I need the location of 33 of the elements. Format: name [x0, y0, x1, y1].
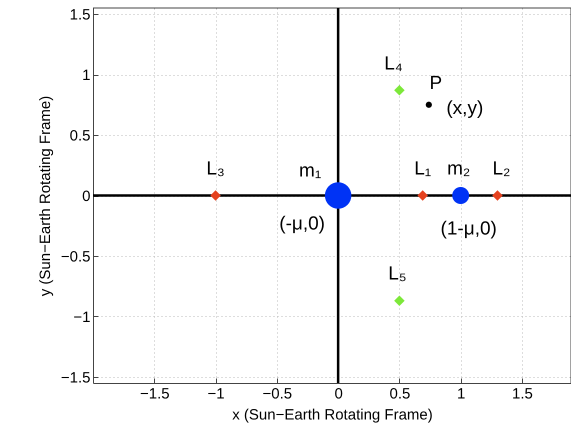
y-axis-title: y (Sun−Earth Rotating Frame) — [36, 96, 54, 296]
x-tick-label: 1.5 — [512, 386, 533, 402]
y-tick-label: 0.5 — [70, 128, 90, 145]
point — [394, 296, 405, 306]
annotation: (1-μ,0) — [440, 218, 497, 240]
x-tick-label: 0 — [334, 386, 343, 402]
series-label: m₂ — [447, 158, 470, 180]
y-tick-label: −0.5 — [60, 248, 90, 266]
series-label: L₂ — [492, 158, 510, 180]
x-tick-label: −1.5 — [140, 386, 170, 402]
y-tick-label: 1 — [82, 67, 90, 84]
series-label: m₁ — [299, 160, 322, 182]
x-tick-label: −1 — [208, 386, 225, 402]
y-tick-label: 1.5 — [70, 6, 90, 24]
annotation: (x,y) — [446, 98, 484, 119]
annotation: (-μ,0) — [279, 214, 326, 234]
point — [417, 190, 428, 201]
point — [394, 85, 405, 96]
y-tick-label: −1 — [73, 308, 90, 326]
point — [426, 102, 432, 108]
series-label: P — [429, 72, 442, 94]
y-tick-label: −1.5 — [60, 369, 90, 386]
series-label: L₄ — [384, 53, 403, 74]
x-axis-title: x (Sun−Earth Rotating Frame) — [232, 406, 433, 424]
x-tick-label: 1 — [457, 386, 466, 402]
y-tick-label: 0 — [82, 188, 90, 205]
series-label: L₃ — [206, 158, 225, 180]
series-label: L₁ — [414, 158, 432, 180]
point — [210, 190, 221, 201]
point — [492, 190, 503, 201]
series-label: L₅ — [388, 264, 407, 285]
x-tick-label: −0.5 — [262, 386, 292, 402]
x-tick-label: 0.5 — [389, 386, 410, 402]
